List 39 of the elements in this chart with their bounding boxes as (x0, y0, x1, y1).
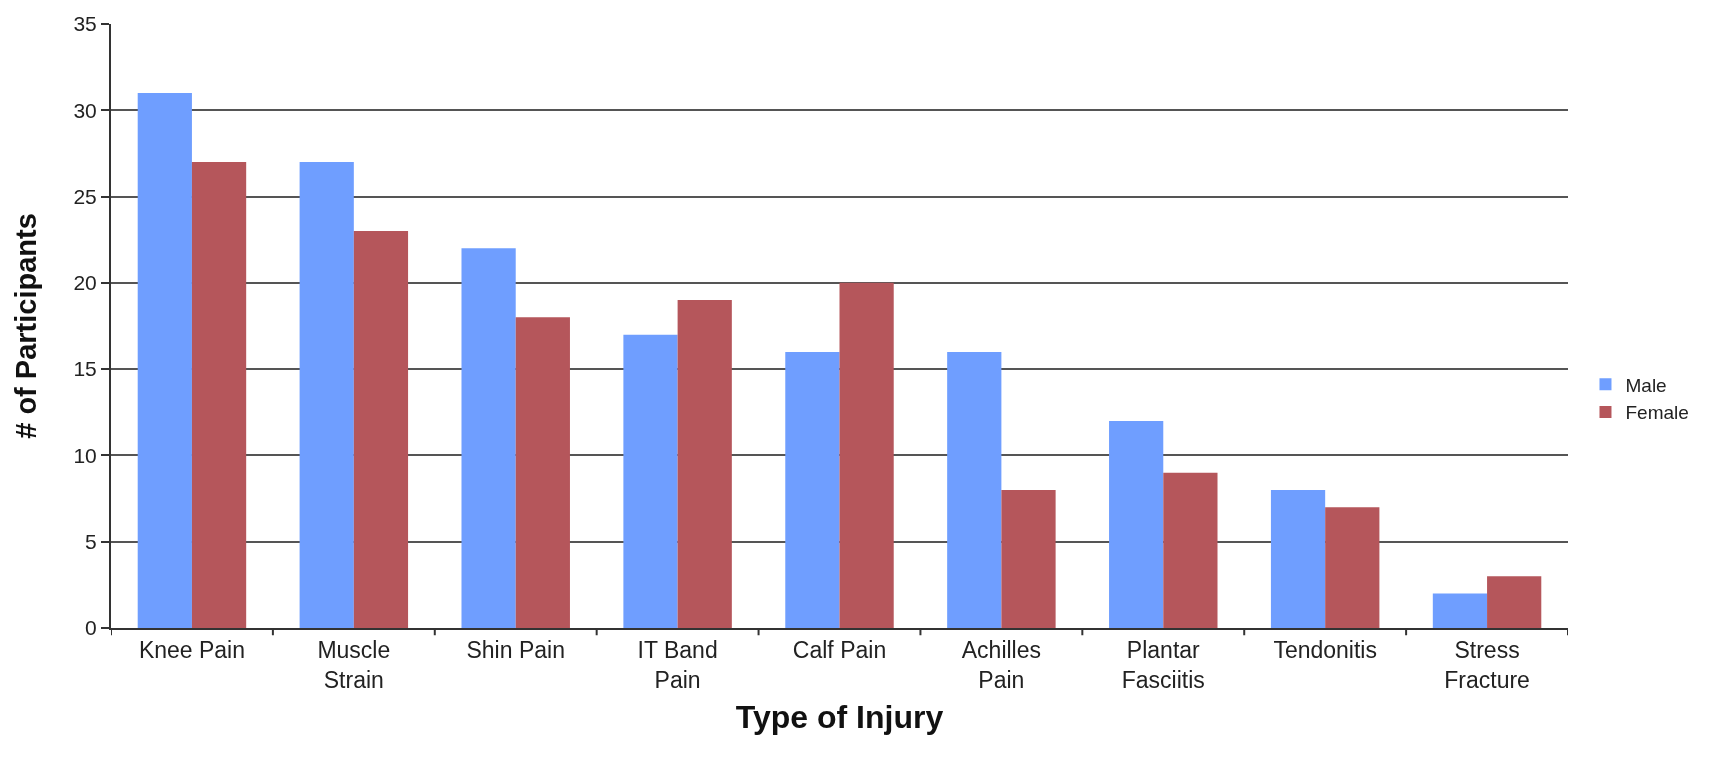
y-tick-label: 25 (73, 184, 97, 208)
y-tick-label: 35 (73, 12, 97, 36)
bar (1432, 593, 1488, 628)
bar (461, 248, 516, 628)
x-tick-label: Plantar Fasciitis (1121, 636, 1205, 693)
bar (515, 317, 570, 628)
y-tick-label: 20 (73, 271, 97, 295)
bar (1109, 420, 1164, 628)
bar (299, 162, 354, 628)
legend-label: Female (1625, 402, 1689, 424)
y-tick-label: 10 (73, 443, 97, 467)
bar (191, 162, 247, 628)
x-tick-label: Calf Pain (792, 636, 887, 663)
bar (839, 282, 894, 628)
y-tick-label: 5 (85, 530, 97, 554)
y-axis-title: # of Participants (10, 213, 43, 439)
x-tick-label: Knee Pain (138, 636, 246, 663)
bar (623, 334, 678, 628)
x-axis-title: Type of Injury (735, 698, 944, 735)
bar (677, 300, 732, 628)
x-tick-label: Achilles Pain (961, 636, 1042, 693)
bar (947, 351, 1002, 628)
bar (785, 351, 840, 628)
x-tick-label: Tendonitis (1273, 636, 1377, 663)
x-tick-label: IT Band Pain (637, 636, 718, 693)
x-tick-label: Shin Pain (466, 636, 565, 663)
y-tick-label: 30 (73, 98, 97, 122)
y-tick-label: 15 (73, 357, 97, 381)
bar (353, 231, 409, 628)
bar (1163, 472, 1218, 628)
y-tick-label: 0 (85, 616, 97, 640)
bar (1001, 489, 1056, 628)
bar (1270, 489, 1326, 628)
x-tick-label: Stress Fracture (1444, 636, 1530, 693)
x-tick-label: Muscle Strain (317, 636, 391, 693)
bar (1487, 576, 1542, 628)
legend-label: Male (1625, 374, 1667, 396)
bar (1325, 507, 1380, 628)
bar (137, 93, 192, 628)
